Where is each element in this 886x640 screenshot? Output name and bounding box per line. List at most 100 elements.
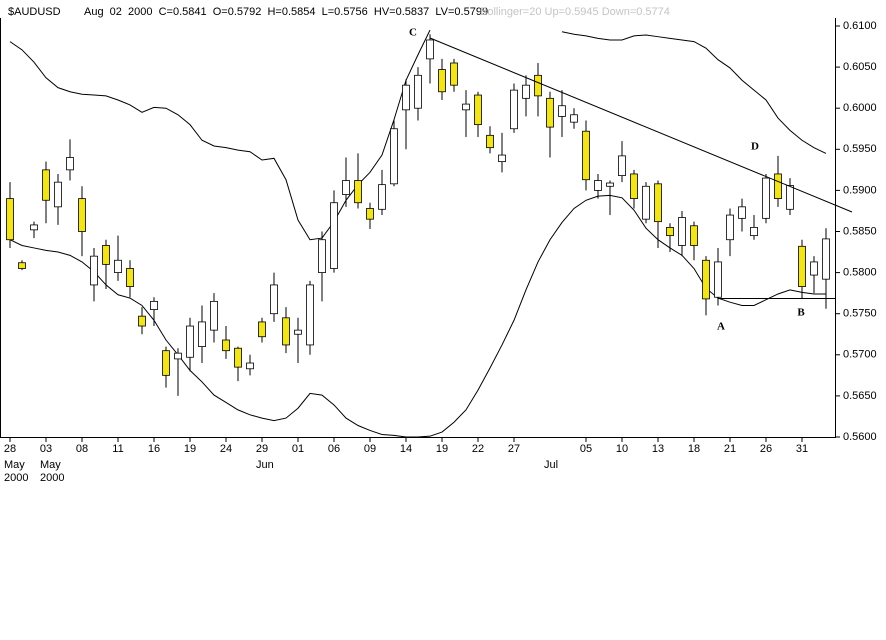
y-tick-label: 0.5600 (843, 431, 877, 443)
x-tick-label: 28 (4, 443, 16, 455)
candle-body (366, 208, 374, 220)
candle-body (786, 185, 794, 210)
candle-body (66, 157, 74, 171)
candle-body (282, 317, 290, 346)
candle-body (762, 177, 770, 219)
candle-body (570, 114, 578, 123)
candle-body (738, 206, 746, 219)
x-tick-label: 10 (616, 443, 628, 455)
candle-body (126, 268, 134, 287)
candle-body (558, 105, 566, 117)
y-tick-label: 0.5950 (843, 143, 877, 155)
candle-body (426, 39, 434, 60)
bollinger-band (9, 194, 826, 438)
candle-body (774, 173, 782, 200)
candle-body (402, 84, 410, 111)
annotation: B (797, 307, 805, 319)
candle-body (162, 350, 170, 376)
candle-body (822, 238, 830, 280)
candle-body (450, 62, 458, 86)
x-tick-label: 09 (364, 443, 376, 455)
plot-area (6, 29, 830, 438)
candle-body (294, 329, 302, 335)
candle-body (210, 300, 218, 331)
candle-body (810, 261, 818, 276)
candle-body (666, 226, 674, 237)
x-tick-label: 03 (40, 443, 52, 455)
x-tick-label: 06 (328, 443, 340, 455)
study-label: Bollinger=20 Up=0.5945 Down=0.5774 (480, 6, 670, 18)
x-tick-label: 08 (76, 443, 88, 455)
x-tick-label: 16 (148, 443, 160, 455)
candle-body (102, 245, 110, 265)
annotation: C (409, 27, 417, 39)
x-tick-label: 22 (472, 443, 484, 455)
x-tick-label: 31 (796, 443, 808, 455)
x-tick-label: 29 (256, 443, 268, 455)
candle-body (354, 180, 362, 204)
candle-body (198, 321, 206, 347)
candle-body (702, 259, 710, 300)
x-tick-label: 13 (652, 443, 664, 455)
year-label: 2000 (4, 472, 28, 484)
candle-body (150, 300, 158, 310)
x-tick-label: 19 (436, 443, 448, 455)
candle-body (30, 224, 38, 231)
x-tick-label: 27 (508, 443, 520, 455)
y-tick-label: 0.6050 (843, 61, 877, 73)
candle-body (438, 69, 446, 93)
quote: Aug 02 2000 C=0.5841 O=0.5792 H=0.5854 L… (84, 6, 488, 18)
candle-body (6, 198, 14, 241)
x-tick-label: 18 (688, 443, 700, 455)
y-tick-label: 0.5750 (843, 308, 877, 320)
candle-body (582, 130, 590, 181)
y-tick-label: 0.6100 (843, 20, 877, 32)
candle-body (750, 226, 758, 237)
annotation: D (751, 141, 759, 153)
candle-body (330, 202, 338, 269)
candle-body (618, 155, 626, 177)
candle-body (630, 173, 638, 200)
candle-body (234, 347, 242, 368)
y-tick-label: 0.5900 (843, 184, 877, 196)
month-label: May (40, 459, 61, 471)
candle-body (726, 214, 734, 241)
month-label: Jul (544, 459, 558, 471)
candle-body (54, 181, 62, 208)
candle-body (690, 225, 698, 246)
candle-body (174, 352, 182, 360)
candle-body (78, 198, 86, 232)
candle-body (318, 239, 326, 274)
candle-body (186, 325, 194, 358)
trend-line (429, 37, 853, 213)
y-tick-label: 0.5800 (843, 267, 877, 279)
month-label: Jun (256, 459, 274, 471)
candle-body (474, 94, 482, 126)
x-tick-label: 01 (292, 443, 304, 455)
y-tick-label: 0.5700 (843, 349, 877, 361)
year-label: 2000 (40, 472, 64, 484)
x-tick-label: 21 (724, 443, 736, 455)
candle-body (390, 128, 398, 185)
x-tick-label: 14 (400, 443, 412, 455)
candle-body (258, 321, 266, 338)
candle-body (606, 182, 614, 187)
candle-body (138, 315, 146, 327)
candle-body (18, 262, 26, 269)
month-label: May (4, 459, 25, 471)
candle-body (534, 74, 542, 97)
candle-body (378, 184, 386, 210)
candle-body (486, 134, 494, 149)
candle-body (678, 217, 686, 246)
candle-body (114, 259, 122, 273)
x-tick-label: 24 (220, 443, 232, 455)
candle-body (246, 362, 254, 370)
x-tick-label: 26 (760, 443, 772, 455)
y-tick-label: 0.6000 (843, 102, 877, 114)
candle-body (510, 89, 518, 130)
candle-body (798, 245, 806, 287)
x-tick-label: 05 (580, 443, 592, 455)
candle-body (222, 339, 230, 352)
